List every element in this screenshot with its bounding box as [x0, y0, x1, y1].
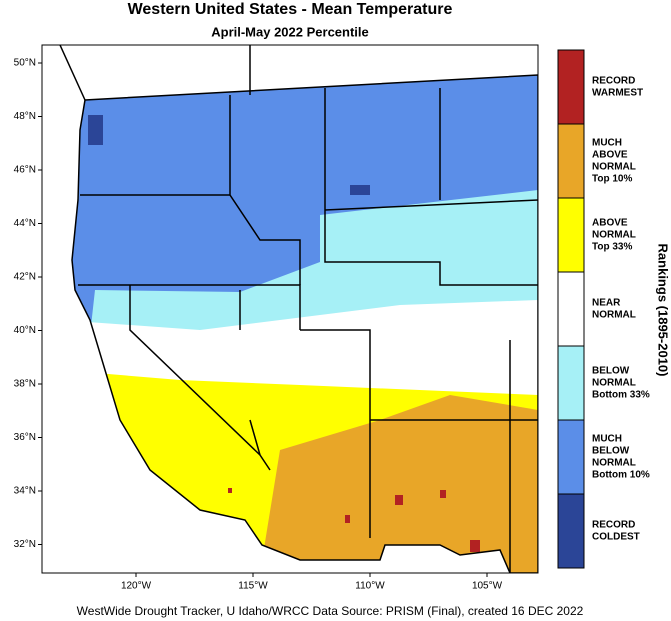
legend-label: MUCH [592, 138, 622, 149]
legend-label: Bottom 33% [592, 390, 650, 401]
title: Western United States - Mean Temperature [128, 1, 453, 18]
legend-swatch [557, 345, 585, 421]
legend-swatch [557, 271, 585, 347]
legend-label: NORMAL [592, 378, 636, 389]
legend-label: Bottom 10% [592, 470, 650, 481]
legend-label: NEAR [592, 298, 621, 309]
legend-label: BELOW [592, 446, 630, 457]
legend-label: BELOW [592, 366, 630, 377]
lon-label: 115°W [238, 581, 268, 592]
legend-label: Top 10% [592, 174, 632, 185]
legend-title: Rankings (1895-2010) [656, 244, 671, 377]
legend-label: RECORD [592, 76, 635, 87]
lon-label: 105°W [472, 581, 503, 592]
legend-swatch [557, 419, 585, 495]
map-frame [41, 44, 539, 574]
lat-label: 48°N [14, 111, 36, 122]
lat-label: 34°N [14, 486, 36, 497]
legend-label: WARMEST [592, 88, 643, 99]
legend-label: MUCH [592, 434, 622, 445]
lat-label: 46°N [14, 165, 36, 176]
legend-label: COLDEST [592, 532, 640, 543]
legend-swatch [557, 123, 585, 199]
lat-label: 44°N [14, 218, 36, 229]
legend-label: RECORD [592, 520, 635, 531]
legend-label: ABOVE [592, 218, 628, 229]
lat-label: 32°N [14, 539, 36, 550]
legend-label: NORMAL [592, 162, 636, 173]
subtitle: April-May 2022 Percentile [211, 24, 369, 39]
footer: WestWide Drought Tracker, U Idaho/WRCC D… [77, 604, 584, 618]
legend-swatch [557, 493, 585, 569]
lat-label: 42°N [14, 272, 36, 283]
legend-swatch [557, 197, 585, 273]
map [42, 45, 538, 573]
lon-label: 110°W [355, 581, 385, 592]
lat-label: 36°N [14, 432, 36, 443]
legend-label: NORMAL [592, 458, 636, 469]
legend-label: Top 33% [592, 242, 632, 253]
lon-label: 120°W [121, 581, 152, 592]
lat-label: 40°N [14, 325, 36, 336]
legend-label: ABOVE [592, 150, 628, 161]
legend-swatch [557, 49, 585, 125]
legend-label: NORMAL [592, 230, 636, 241]
lat-label: 50°N [14, 58, 36, 69]
legend-label: NORMAL [592, 310, 636, 321]
lat-label: 38°N [14, 379, 36, 390]
